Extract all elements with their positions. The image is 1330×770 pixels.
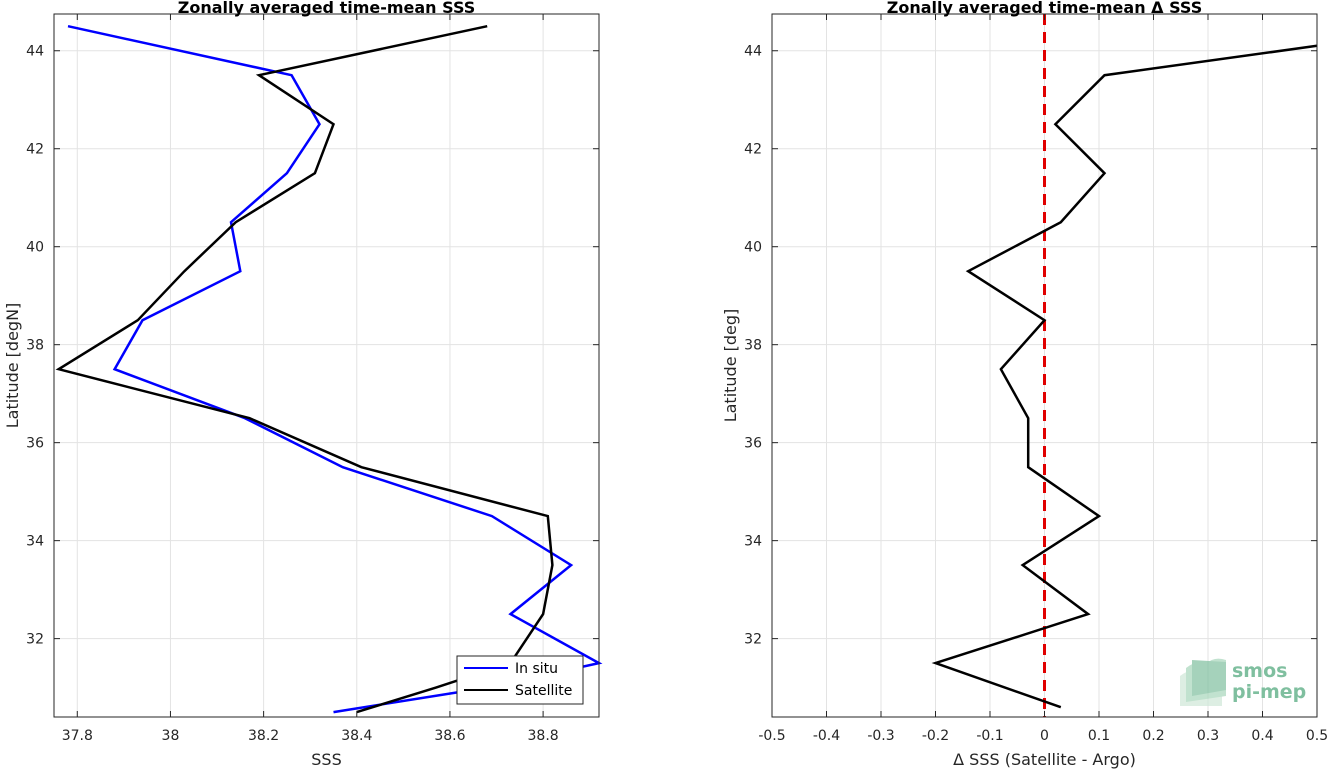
- y-tick-label: 36: [26, 436, 44, 452]
- left-plot-area: [54, 14, 599, 717]
- x-tick-label: -0.2: [922, 728, 949, 744]
- legend-box: [456, 655, 584, 705]
- left-ticks: 37.8 38 38.2 38.4 38.6 38.8 32 34 36 38 40 42 44: [26, 14, 599, 744]
- left-axes: 37.8 38 38.2 38.4 38.6 38.8 32 34 36 38 40 42 44 Zon…: [3, 0, 603, 769]
- legend: In situ Satellite: [456, 655, 584, 705]
- x-tick-label: 0.2: [1142, 728, 1164, 744]
- y-tick-label: 44: [744, 44, 762, 60]
- series-line-delta-sss: [931, 44, 1318, 709]
- x-tick-label: 38.8: [528, 728, 559, 744]
- series-line-in-situ: [67, 24, 603, 714]
- y-tick-label: 34: [744, 534, 762, 550]
- right-series-group: [931, 14, 1318, 717]
- x-tick-label: 37.8: [62, 728, 93, 744]
- logo-text-pi-mep: pi-mep: [1232, 681, 1306, 703]
- y-tick-label: 40: [744, 240, 762, 256]
- logo-text-smos: smos: [1232, 660, 1287, 682]
- x-tick-label: 38: [162, 728, 180, 744]
- series-line-satellite: [55, 24, 554, 714]
- legend-label-satellite: Satellite: [515, 683, 572, 699]
- x-tick-label: 0: [1040, 728, 1049, 744]
- x-tick-label: 0.5: [1306, 728, 1328, 744]
- legend-label-in-situ: In situ: [515, 661, 558, 677]
- y-tick-label: 40: [26, 240, 44, 256]
- y-tick-label: 32: [26, 632, 44, 648]
- x-tick-label: 38.4: [341, 728, 372, 744]
- y-tick-label: 44: [26, 44, 44, 60]
- y-tick-label: 38: [744, 338, 762, 354]
- right-chart-title: Zonally averaged time-mean Δ SSS: [887, 0, 1203, 17]
- left-grid: [54, 14, 599, 717]
- x-tick-label: -0.4: [813, 728, 840, 744]
- left-y-axis-label: Latitude [degN]: [3, 303, 22, 429]
- x-tick-label: 38.2: [248, 728, 279, 744]
- left-x-axis-label: SSS: [311, 750, 341, 769]
- right-axes: -0.5 -0.4 -0.3 -0.2 -0.1 0 0.1 0.2 0.3 0.4 0.5 32 34…: [721, 0, 1328, 769]
- logo-wave-icon: [1180, 658, 1226, 706]
- x-tick-label: 38.6: [434, 728, 465, 744]
- right-y-axis-label: Latitude [deg]: [721, 309, 740, 423]
- left-axes-frame: [53, 13, 600, 718]
- x-tick-label: -0.3: [867, 728, 894, 744]
- smos-pi-mep-logo: smos pi-mep: [1180, 658, 1306, 706]
- y-tick-label: 36: [744, 436, 762, 452]
- left-series-group: [55, 24, 603, 714]
- x-tick-label: -0.5: [758, 728, 785, 744]
- x-tick-label: -0.1: [976, 728, 1003, 744]
- right-ticks: -0.5 -0.4 -0.3 -0.2 -0.1 0 0.1 0.2 0.3 0.4 0.5 32 34…: [744, 14, 1328, 744]
- y-tick-label: 38: [26, 338, 44, 354]
- right-x-axis-label: Δ SSS (Satellite - Argo): [953, 750, 1136, 769]
- x-tick-label: 0.4: [1251, 728, 1273, 744]
- y-tick-label: 34: [26, 534, 44, 550]
- x-tick-label: 0.3: [1197, 728, 1219, 744]
- y-tick-label: 42: [744, 142, 762, 158]
- y-tick-label: 32: [744, 632, 762, 648]
- y-tick-label: 42: [26, 142, 44, 158]
- left-chart-title: Zonally averaged time-mean SSS: [178, 0, 476, 17]
- x-tick-label: 0.1: [1088, 728, 1110, 744]
